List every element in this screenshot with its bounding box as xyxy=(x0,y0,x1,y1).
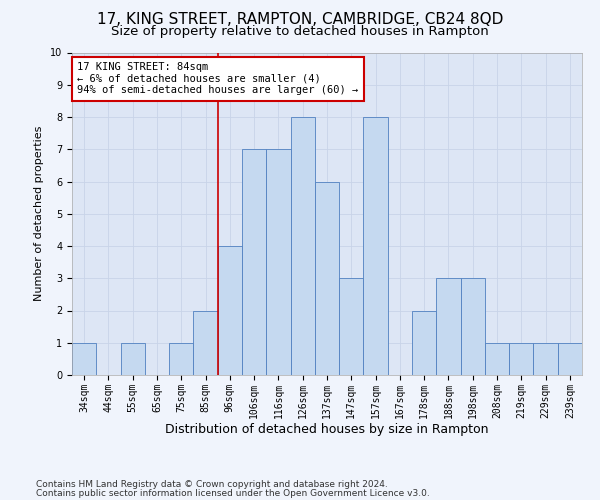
X-axis label: Distribution of detached houses by size in Rampton: Distribution of detached houses by size … xyxy=(165,424,489,436)
Bar xyxy=(193,310,218,375)
Text: 17 KING STREET: 84sqm
← 6% of detached houses are smaller (4)
94% of semi-detach: 17 KING STREET: 84sqm ← 6% of detached h… xyxy=(77,62,358,96)
Bar xyxy=(72,343,96,375)
Bar xyxy=(533,343,558,375)
Bar xyxy=(290,117,315,375)
Text: 17, KING STREET, RAMPTON, CAMBRIDGE, CB24 8QD: 17, KING STREET, RAMPTON, CAMBRIDGE, CB2… xyxy=(97,12,503,28)
Bar xyxy=(364,117,388,375)
Bar xyxy=(339,278,364,375)
Bar xyxy=(436,278,461,375)
Text: Size of property relative to detached houses in Rampton: Size of property relative to detached ho… xyxy=(111,25,489,38)
Bar xyxy=(169,343,193,375)
Bar xyxy=(485,343,509,375)
Bar xyxy=(558,343,582,375)
Bar xyxy=(266,149,290,375)
Bar xyxy=(509,343,533,375)
Bar xyxy=(218,246,242,375)
Bar xyxy=(461,278,485,375)
Text: Contains HM Land Registry data © Crown copyright and database right 2024.: Contains HM Land Registry data © Crown c… xyxy=(36,480,388,489)
Bar xyxy=(315,182,339,375)
Y-axis label: Number of detached properties: Number of detached properties xyxy=(34,126,44,302)
Text: Contains public sector information licensed under the Open Government Licence v3: Contains public sector information licen… xyxy=(36,489,430,498)
Bar xyxy=(121,343,145,375)
Bar xyxy=(242,149,266,375)
Bar xyxy=(412,310,436,375)
